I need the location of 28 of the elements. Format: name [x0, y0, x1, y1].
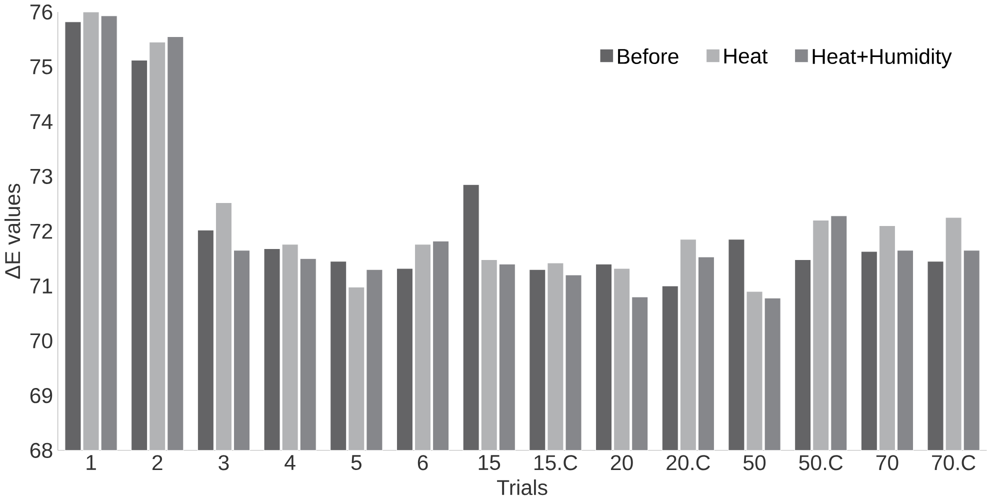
y-tick-label: 68 — [30, 443, 52, 458]
x-tick-label: 20 — [610, 455, 633, 470]
x-axis-title: Trials — [497, 480, 548, 496]
x-tick-label: 50.C — [799, 455, 843, 470]
x-tick-label: 4 — [284, 455, 296, 470]
y-tick-label: 70 — [30, 333, 52, 349]
y-tick-label: 73 — [30, 169, 52, 184]
x-tick-label: 50 — [743, 455, 766, 470]
legend-label: Heat+Humidity — [812, 48, 952, 68]
x-tick-label: 3 — [218, 455, 229, 470]
x-tick-label: 15 — [478, 455, 500, 470]
x-tick-label: 70 — [876, 455, 898, 470]
y-axis-title: ΔE values — [4, 184, 20, 279]
x-tick-label: 15.C — [534, 455, 578, 470]
x-tick-label: 20.C — [666, 455, 710, 470]
legend-label: Before — [618, 48, 678, 64]
x-tick-label: 5 — [351, 455, 362, 470]
x-tick-label: 1 — [86, 455, 96, 470]
legend-label: Heat — [724, 48, 768, 64]
y-tick-label: 71 — [30, 278, 52, 294]
y-tick-label: 76 — [30, 4, 52, 20]
y-tick-label: 72 — [30, 224, 52, 239]
x-tick-label: 70.C — [932, 455, 976, 470]
x-tick-label: 6 — [418, 455, 428, 470]
y-tick-label: 69 — [30, 388, 52, 404]
x-tick-label: 2 — [152, 455, 162, 470]
y-tick-label: 75 — [30, 60, 52, 74]
y-tick-label: 74 — [30, 114, 52, 130]
